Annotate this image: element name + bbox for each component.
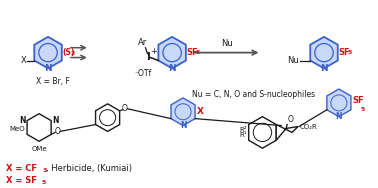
Polygon shape [96,104,120,131]
Text: SF: SF [352,96,364,105]
Polygon shape [158,37,186,68]
Text: 5: 5 [360,107,365,112]
Polygon shape [171,98,195,126]
Polygon shape [276,124,298,140]
Text: Ar: Ar [138,38,147,47]
Text: X: X [197,107,204,116]
Text: 2: 2 [71,51,75,56]
Text: Nu: Nu [288,56,299,65]
Text: R²: R² [239,127,247,133]
Text: CO₂R: CO₂R [300,124,318,130]
Text: R¹: R¹ [239,132,247,138]
Text: N: N [320,64,328,73]
Text: (S): (S) [63,48,75,57]
Text: 5: 5 [41,180,45,185]
Text: 5: 5 [195,50,200,55]
Text: Nu = C, N, O and S-nucleophiles: Nu = C, N, O and S-nucleophiles [192,90,315,99]
Polygon shape [310,37,338,68]
Polygon shape [27,114,51,141]
Text: O: O [54,127,60,136]
Text: N: N [20,116,26,125]
Text: Nu: Nu [221,39,232,48]
Text: 5: 5 [347,50,352,55]
Text: I: I [147,52,150,61]
Text: O: O [122,104,127,113]
Polygon shape [34,37,62,68]
Text: N: N [44,64,52,73]
Text: 3: 3 [42,168,46,173]
Text: X: X [20,56,26,65]
Text: OMe: OMe [31,146,47,152]
Polygon shape [249,117,276,148]
Text: N: N [168,64,176,73]
Text: ⁻OTf: ⁻OTf [135,69,152,78]
Text: N: N [180,121,186,130]
Text: MeO: MeO [9,126,25,132]
Text: X = SF: X = SF [6,176,37,185]
Text: N: N [336,112,342,121]
Text: X = CF: X = CF [6,164,37,173]
Text: +: + [150,47,157,56]
Text: X = Br, F: X = Br, F [36,77,70,86]
Text: , Herbicide, (Kumiai): , Herbicide, (Kumiai) [46,164,132,173]
Text: N: N [52,116,59,125]
Text: SF: SF [187,48,198,57]
Polygon shape [327,89,351,117]
Text: SF: SF [339,48,350,57]
Text: O: O [288,114,294,124]
